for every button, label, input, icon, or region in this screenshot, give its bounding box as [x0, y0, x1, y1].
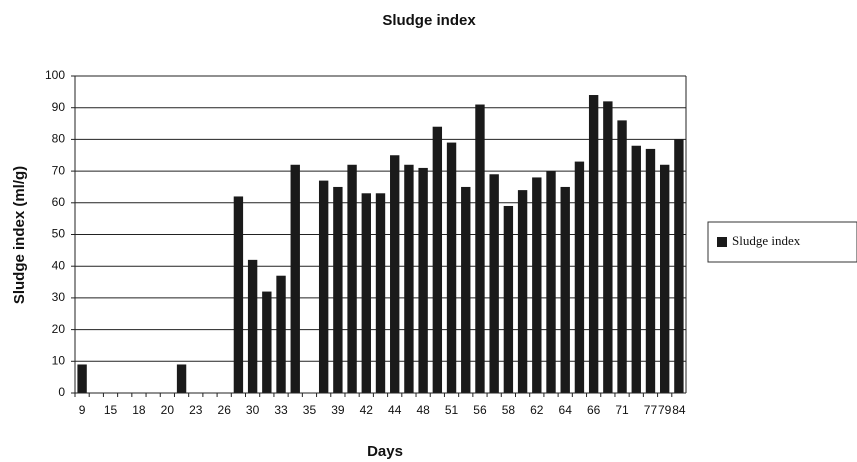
bar — [276, 275, 286, 393]
bar — [333, 186, 343, 393]
y-tick-label: 50 — [52, 227, 66, 241]
chart-title: Sludge index — [382, 12, 476, 29]
x-tick-label: 30 — [246, 403, 260, 417]
bar — [603, 101, 613, 394]
x-tick-label: 18 — [132, 403, 146, 417]
y-axis-title: Sludge index (ml/g) — [11, 166, 28, 304]
bar — [517, 190, 528, 393]
x-tick-label: 42 — [360, 403, 374, 417]
bar — [617, 120, 627, 393]
bar — [247, 259, 258, 393]
y-tick-label: 40 — [52, 258, 66, 272]
x-tick-label: 26 — [218, 403, 232, 417]
y-tick-label: 30 — [52, 290, 66, 304]
bar — [318, 180, 329, 393]
x-tick-label: 79 — [658, 403, 672, 417]
bar — [347, 164, 357, 393]
bar — [574, 161, 585, 393]
bar — [361, 193, 371, 393]
x-tick-label: 23 — [189, 403, 203, 417]
x-tick-label: 9 — [79, 403, 86, 417]
bar — [659, 164, 670, 393]
y-tick-label: 100 — [45, 68, 65, 82]
x-tick-label: 48 — [416, 403, 430, 417]
x-tick-label: 35 — [303, 403, 317, 417]
legend-label: Sludge index — [732, 233, 801, 248]
bar — [631, 145, 641, 393]
bar — [588, 95, 599, 394]
y-tick-label: 90 — [52, 100, 66, 114]
bar — [77, 364, 87, 393]
bar — [645, 148, 656, 393]
y-tick-label: 0 — [58, 385, 65, 399]
bar — [262, 291, 272, 393]
x-tick-label: 71 — [615, 403, 629, 417]
y-tick-label: 70 — [52, 163, 66, 177]
x-tick-label: 64 — [559, 403, 573, 417]
x-tick-label: 62 — [530, 403, 544, 417]
y-tick-label: 60 — [52, 195, 66, 209]
bar — [461, 186, 471, 393]
x-tick-label: 51 — [445, 403, 459, 417]
x-tick-label: 44 — [388, 403, 402, 417]
bar — [503, 205, 514, 393]
bar — [546, 171, 556, 393]
bar — [176, 364, 187, 393]
bar — [446, 142, 457, 393]
bar — [233, 196, 244, 393]
x-tick-label: 66 — [587, 403, 601, 417]
bar — [375, 193, 386, 393]
bar — [489, 174, 499, 393]
y-tick-label: 10 — [52, 353, 66, 367]
bar — [418, 167, 428, 393]
x-tick-label: 20 — [161, 403, 175, 417]
bar — [560, 186, 570, 393]
x-tick-label: 15 — [104, 403, 118, 417]
y-tick-label: 20 — [52, 322, 66, 336]
bar — [532, 177, 542, 393]
x-tick-label: 33 — [274, 403, 288, 417]
x-axis-title: Days — [367, 443, 403, 460]
bar — [674, 139, 684, 393]
bar — [290, 164, 300, 393]
x-tick-label: 84 — [672, 403, 686, 417]
legend-box — [707, 221, 857, 263]
bar — [475, 104, 485, 393]
x-tick-label: 39 — [331, 403, 345, 417]
x-tick-label: 56 — [473, 403, 487, 417]
y-tick-label: 80 — [52, 132, 66, 146]
bar — [432, 126, 443, 393]
bar — [404, 164, 414, 393]
x-tick-label: 77 — [644, 403, 658, 417]
legend-swatch — [717, 237, 727, 247]
x-tick-label: 58 — [502, 403, 516, 417]
bar — [390, 155, 400, 393]
